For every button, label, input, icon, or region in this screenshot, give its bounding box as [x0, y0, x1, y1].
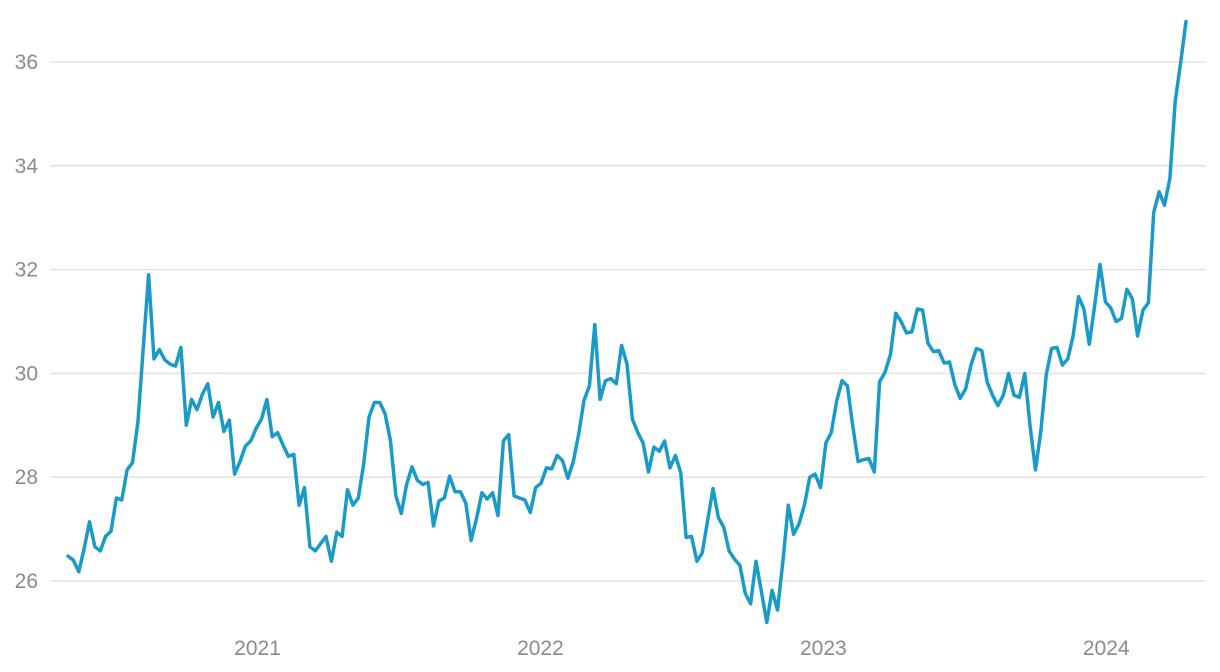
x-tick-label: 2024	[1083, 637, 1130, 660]
y-tick-label: 30	[15, 362, 38, 385]
series-line-0	[66, 19, 1188, 625]
y-tick-label: 32	[15, 259, 38, 282]
y-tick-label: 26	[15, 570, 38, 593]
x-tick-label: 2023	[800, 637, 847, 660]
y-axis-tick-labels: 26 28 30 32 34 36	[15, 51, 39, 593]
x-tick-label: 2022	[517, 637, 564, 660]
gridlines	[50, 61, 1206, 582]
y-tick-label: 28	[15, 466, 38, 489]
y-tick-label: 34	[15, 155, 39, 178]
x-axis-tick-labels: 2021 2022 2023 2024	[234, 637, 1130, 660]
y-tick-label: 36	[15, 51, 38, 74]
x-tick-label: 2021	[234, 637, 281, 660]
series-group	[66, 19, 1188, 625]
